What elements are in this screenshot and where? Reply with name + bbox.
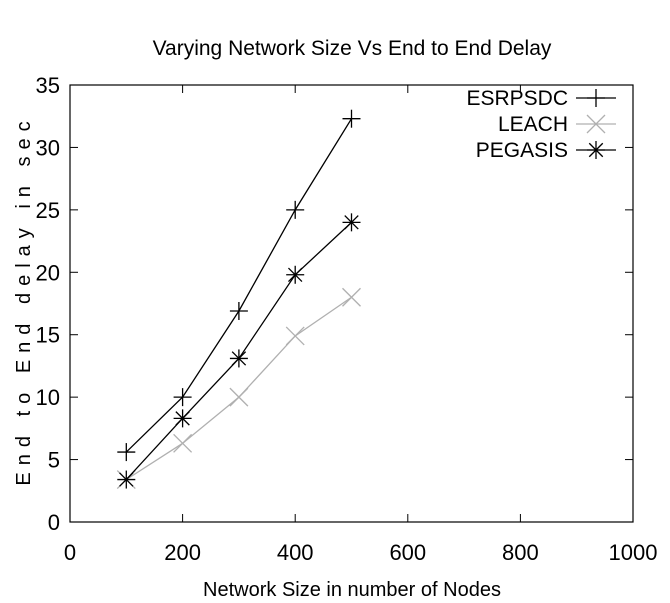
x-tick-label: 1000	[609, 540, 658, 565]
x-tick-label: 600	[389, 540, 426, 565]
data-point	[285, 326, 305, 346]
y-tick-label: 25	[36, 198, 60, 223]
y-axis-label: End to End delay in sec	[13, 114, 35, 485]
series-pegasis	[117, 213, 361, 489]
y-tick-label: 15	[36, 323, 60, 348]
legend-item: ESRPSDC	[466, 87, 616, 110]
legend-swatch-marker	[587, 141, 605, 159]
x-axis-label: Network Size in number of Nodes	[203, 579, 501, 601]
data-point	[173, 433, 193, 453]
legend-label: PEGASIS	[476, 139, 568, 162]
data-point	[342, 287, 361, 307]
series-layer	[116, 109, 361, 490]
data-point	[229, 349, 248, 368]
legend-swatch-marker	[586, 114, 606, 134]
data-point	[342, 213, 361, 232]
data-point	[229, 301, 248, 320]
y-tick-label: 30	[36, 135, 60, 160]
series-line	[125, 118, 353, 453]
legend-label: LEACH	[498, 113, 568, 136]
y-tick-label: 5	[48, 448, 60, 473]
legend-swatch-marker	[587, 89, 605, 107]
x-axis: 0 200 400 600 800 1000	[64, 85, 658, 565]
x-tick-label: 800	[502, 540, 539, 565]
y-tick-label: 20	[36, 260, 60, 285]
x-tick-label: 0	[64, 540, 76, 565]
series-esrpsdc	[117, 109, 361, 462]
x-tick-label: 200	[164, 540, 201, 565]
data-point	[342, 109, 361, 128]
legend-label: ESRPSDC	[466, 87, 568, 110]
y-axis: 0 5 10 15 20 25 30 35	[36, 73, 633, 535]
y-tick-label: 35	[36, 73, 60, 98]
data-point	[173, 409, 192, 428]
legend-item: PEGASIS	[476, 139, 616, 162]
x-tick-label: 400	[277, 540, 314, 565]
data-point	[286, 265, 305, 284]
data-point	[229, 387, 249, 407]
chart-title: Varying Network Size Vs End to End Delay	[153, 37, 552, 60]
y-tick-label: 10	[36, 385, 60, 410]
plot-frame	[69, 84, 634, 523]
data-point	[173, 388, 192, 407]
data-point	[117, 470, 136, 489]
legend-item: LEACH	[498, 113, 616, 136]
legend: ESRPSDC LEACH PEGASIS	[466, 87, 616, 162]
y-tick-label: 0	[48, 510, 60, 535]
data-point	[286, 200, 305, 219]
data-point	[117, 443, 136, 462]
series-line	[125, 296, 352, 481]
